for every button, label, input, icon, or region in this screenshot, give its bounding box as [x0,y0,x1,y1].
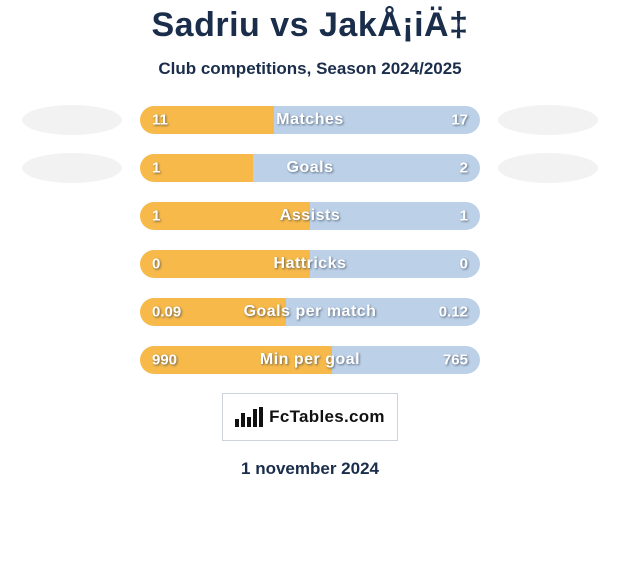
avatar-spacer [498,345,598,375]
avatar-spacer [22,249,122,279]
stat-bar: Hattricks 0 0 [140,250,480,278]
stat-row: Hattricks 0 0 [0,249,620,279]
stat-row: Min per goal 990 765 [0,345,620,375]
player-right-avatar [498,153,598,183]
stat-label: Goals per match [244,303,377,321]
stat-value-left: 0.09 [152,304,181,321]
stat-value-left: 11 [152,112,168,129]
bar-chart-icon [235,407,263,427]
snapshot-date: 1 november 2024 [0,459,620,479]
comparison-card: Sadriu vs JakÅ¡iÄ‡ Club competitions, Se… [0,0,620,479]
avatar-spacer [22,201,122,231]
stat-value-right: 2 [460,160,468,177]
avatar-spacer [498,249,598,279]
page-title: Sadriu vs JakÅ¡iÄ‡ [0,6,620,45]
player-right-avatar [498,105,598,135]
stat-row: Goals 1 2 [0,153,620,183]
stat-value-left: 990 [152,352,177,369]
stat-label: Hattricks [274,255,347,273]
stat-bar: Goals 1 2 [140,154,480,182]
stat-bar: Min per goal 990 765 [140,346,480,374]
logo-text: FcTables.com [269,407,385,427]
source-logo: FcTables.com [222,393,398,441]
avatar-spacer [22,345,122,375]
stat-bar: Goals per match 0.09 0.12 [140,298,480,326]
stat-row: Matches 11 17 [0,105,620,135]
stat-value-left: 0 [152,256,160,273]
stat-label: Assists [280,207,340,225]
stat-value-left: 1 [152,208,160,225]
avatar-spacer [498,201,598,231]
stat-row: Goals per match 0.09 0.12 [0,297,620,327]
stat-label: Goals [287,159,334,177]
stat-value-right: 1 [460,208,468,225]
player-left-avatar [22,105,122,135]
avatar-spacer [498,297,598,327]
stat-value-right: 17 [451,112,468,129]
avatar-spacer [22,297,122,327]
stat-label: Matches [276,111,344,129]
stat-row: Assists 1 1 [0,201,620,231]
stat-bar: Matches 11 17 [140,106,480,134]
stat-bar: Assists 1 1 [140,202,480,230]
player-left-avatar [22,153,122,183]
stats-container: Matches1117Goals12Assists11Hattricks00Go… [0,105,620,375]
stat-label: Min per goal [260,351,360,369]
stat-value-right: 765 [443,352,468,369]
stat-value-right: 0 [460,256,468,273]
stat-value-left: 1 [152,160,160,177]
stat-value-right: 0.12 [439,304,468,321]
subtitle: Club competitions, Season 2024/2025 [0,59,620,79]
